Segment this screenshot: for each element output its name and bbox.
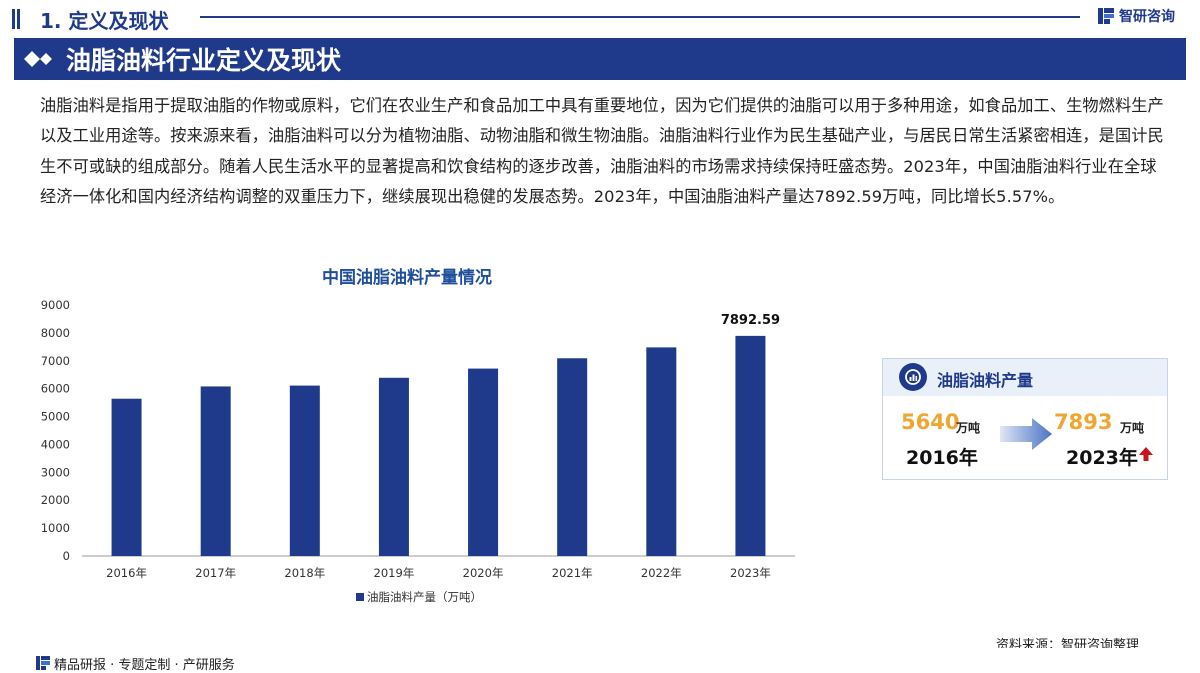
x-tick-label: 2019年 bbox=[374, 566, 415, 580]
y-tick-label: 8000 bbox=[41, 326, 70, 340]
card-title: 油脂油料产量 bbox=[937, 371, 1034, 390]
start-unit: 万吨 bbox=[956, 421, 981, 435]
y-tick-label: 5000 bbox=[41, 410, 70, 424]
card-header: 油脂油料产量 bbox=[883, 359, 1167, 396]
footer-slogan: 精品研报 · 专题定制 · 产研服务 bbox=[54, 658, 235, 673]
y-tick-label: 2000 bbox=[41, 493, 70, 507]
page-title: 油脂油料行业定义及现状 bbox=[66, 46, 342, 75]
start-value: 5640 bbox=[901, 410, 960, 434]
bar-chart: 0 1000 2000 3000 4000 5000 6000 7000 8000 9000 201… bbox=[41, 298, 795, 604]
title-bar: 油脂油料行业定义及现状 bbox=[14, 38, 1186, 80]
growth-arrow-icon bbox=[1000, 418, 1052, 450]
up-arrow-icon bbox=[1139, 447, 1153, 461]
y-tick-label: 1000 bbox=[41, 521, 70, 535]
chart-title: 中国油脂油料产量情况 bbox=[322, 268, 492, 288]
y-tick-label: 4000 bbox=[41, 437, 70, 451]
bar-2017年 bbox=[200, 386, 231, 556]
diamond-icon bbox=[24, 51, 52, 67]
legend-label: 油脂油料产量（万吨） bbox=[367, 590, 482, 604]
x-tick-label: 2022年 bbox=[641, 566, 682, 580]
brand-logo-icon bbox=[1098, 8, 1114, 24]
section-title: 1. 定义及现状 bbox=[40, 9, 169, 33]
bar-2016年 bbox=[111, 398, 142, 556]
bar-2023年 bbox=[735, 335, 766, 556]
legend-swatch bbox=[356, 593, 364, 601]
production-card: 油脂油料产量 bbox=[882, 358, 1168, 480]
brand-name: 智研咨询 bbox=[1119, 9, 1175, 25]
y-tick-label: 0 bbox=[63, 549, 70, 563]
end-unit: 万吨 bbox=[1120, 421, 1145, 435]
footer-bar bbox=[0, 648, 1200, 673]
footer-logo-icon bbox=[36, 656, 50, 670]
bar-2022年 bbox=[646, 347, 677, 556]
y-tick-label: 3000 bbox=[41, 465, 70, 479]
x-tick-label: 2016年 bbox=[106, 566, 147, 580]
bar-2018年 bbox=[289, 385, 320, 556]
section-mark-icon bbox=[12, 9, 20, 29]
y-tick-label: 6000 bbox=[41, 382, 70, 396]
x-tick-label: 2020年 bbox=[463, 566, 504, 580]
chart-badge-icon bbox=[899, 363, 927, 391]
y-tick-label: 9000 bbox=[41, 298, 70, 312]
bar-2019年 bbox=[378, 377, 409, 556]
data-label: 7892.59 bbox=[721, 313, 780, 328]
top-header: 1. 定义及现状 智研咨询 bbox=[0, 0, 1200, 34]
end-year: 2023年 bbox=[1066, 447, 1138, 469]
intro-paragraph: 油脂油料是指用于提取油脂的作物或原料，它们在农业生产和食品加工中具有重要地位，因… bbox=[40, 96, 1164, 207]
x-tick-label: 2018年 bbox=[284, 566, 325, 580]
end-value: 7893 bbox=[1054, 410, 1113, 434]
bar-2020年 bbox=[468, 368, 499, 556]
x-tick-label: 2021年 bbox=[552, 566, 593, 580]
x-tick-label: 2017年 bbox=[195, 566, 236, 580]
x-tick-label: 2023年 bbox=[730, 566, 771, 580]
brand: 智研咨询 bbox=[1097, 6, 1175, 26]
start-year: 2016年 bbox=[906, 447, 978, 469]
header-divider bbox=[200, 16, 1080, 18]
y-tick-label: 7000 bbox=[41, 354, 70, 368]
bar-2021年 bbox=[557, 358, 588, 556]
